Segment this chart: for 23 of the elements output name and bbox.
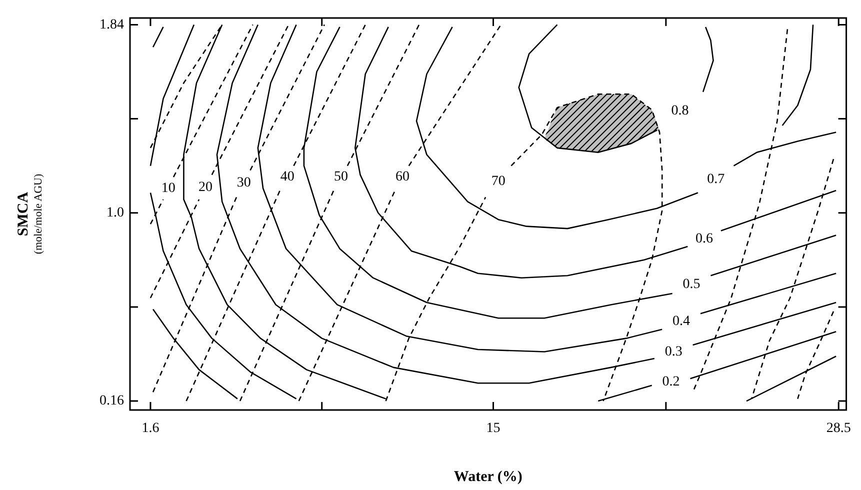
- series-label: 50: [334, 170, 348, 185]
- series-label: 10: [161, 180, 176, 196]
- series-label: 60: [395, 170, 410, 185]
- series-label: 0.8: [671, 104, 689, 119]
- series-label: 0.3: [664, 344, 682, 360]
- series-label: 0.2: [662, 374, 680, 390]
- x-axis-title: Water (%): [454, 468, 522, 485]
- series-label: 70: [491, 174, 506, 190]
- series-label: 0.7: [707, 172, 725, 187]
- y-axis-title: SMCA (mole/mole AGU): [16, 174, 44, 254]
- series-label: 0.6: [696, 231, 714, 246]
- x-tick-label: 15: [486, 421, 500, 436]
- y-tick-label: 0.16: [100, 394, 124, 409]
- series-label: 30: [236, 175, 251, 190]
- series-label: 0.4: [672, 314, 690, 330]
- series-label: 0.5: [682, 277, 700, 292]
- series-label: 40: [280, 170, 294, 185]
- line-series: [797, 310, 834, 400]
- x-tick-label: 28.5: [826, 421, 851, 436]
- y-tick-label: 1.84: [100, 17, 124, 32]
- x-tick-label: 1.6: [142, 421, 160, 436]
- y-tick-label: 1.0: [106, 206, 124, 221]
- series-label: 20: [198, 180, 212, 195]
